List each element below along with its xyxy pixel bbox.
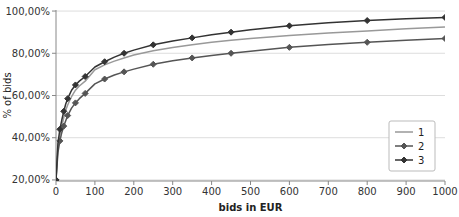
series-marker (72, 100, 78, 106)
x-axis-line (56, 181, 445, 182)
x-tick (367, 181, 368, 185)
x-tick-label: 600 (280, 186, 299, 197)
x-tick (328, 181, 329, 185)
y-tick-label: 100,00% (6, 6, 51, 17)
series-marker (56, 177, 59, 181)
series-marker (150, 42, 156, 48)
series-marker (442, 14, 445, 20)
x-tick-label: 1000 (432, 186, 457, 197)
series-marker (364, 39, 370, 45)
x-tick (172, 181, 173, 185)
x-tick (406, 181, 407, 185)
x-tick-label: 200 (124, 186, 143, 197)
y-tick (52, 179, 56, 180)
grid-line (56, 53, 445, 54)
legend-marker (401, 157, 407, 163)
legend-marker (401, 143, 407, 149)
x-tick (133, 181, 134, 185)
x-tick-label: 900 (397, 186, 416, 197)
series-marker (56, 177, 59, 181)
series-marker (72, 82, 78, 88)
y-tick-label: 80,00% (12, 48, 50, 59)
legend-label: 3 (418, 155, 424, 166)
series-line (56, 17, 445, 180)
series-marker (286, 23, 292, 29)
x-tick (56, 181, 57, 185)
series-marker (65, 96, 71, 102)
y-tick-label: 60,00% (12, 90, 50, 101)
series-marker (189, 35, 195, 41)
legend-swatch (395, 131, 413, 133)
series-marker (82, 74, 88, 80)
series-line (56, 27, 445, 180)
series-marker (442, 36, 445, 42)
grid-line (56, 11, 445, 12)
series-marker (150, 61, 156, 67)
y-tick-label: 40,00% (12, 132, 50, 143)
x-tick-label: 700 (319, 186, 338, 197)
x-tick-label: 0 (53, 186, 59, 197)
x-tick-label: 400 (202, 186, 221, 197)
grid (56, 11, 445, 180)
series-marker (65, 113, 71, 119)
series-marker (121, 69, 127, 75)
series-marker (82, 90, 88, 96)
grid-line (56, 95, 445, 96)
y-tick (52, 53, 56, 54)
x-tick (94, 181, 95, 185)
legend-label: 1 (418, 127, 424, 138)
x-tick-label: 500 (241, 186, 260, 197)
legend-label: 2 (418, 141, 424, 152)
x-tick (211, 181, 212, 185)
legend: 1 2 3 (389, 121, 435, 171)
y-axis-line (56, 10, 57, 181)
x-tick (289, 181, 290, 185)
series-marker (61, 108, 67, 114)
series-marker (228, 50, 234, 56)
series-marker (102, 59, 108, 65)
y-tick (52, 137, 56, 138)
x-tick (445, 181, 446, 185)
x-tick-label: 300 (163, 186, 182, 197)
y-tick (52, 11, 56, 12)
x-tick-label: 800 (358, 186, 377, 197)
series-marker (364, 18, 370, 24)
plot-area (56, 14, 445, 181)
y-tick (52, 95, 56, 96)
y-axis-label: % of bids (2, 72, 13, 118)
series-marker (189, 55, 195, 61)
series-line (56, 39, 445, 180)
series-marker (286, 44, 292, 50)
x-tick (250, 181, 251, 185)
series-marker (57, 126, 63, 132)
y-tick-label: 20,00% (12, 174, 50, 185)
x-tick-label: 100 (85, 186, 104, 197)
series-marker (121, 50, 127, 56)
chart: 20,00% 40,00% 60,00% 80,00% 100,00% 0 100 200 30… (0, 0, 459, 217)
grid-line (56, 137, 445, 138)
grid-line (56, 179, 445, 180)
x-axis-label: bids in EUR (219, 202, 283, 213)
legend-box (389, 121, 435, 171)
series-marker (102, 76, 108, 82)
series-marker (228, 29, 234, 35)
